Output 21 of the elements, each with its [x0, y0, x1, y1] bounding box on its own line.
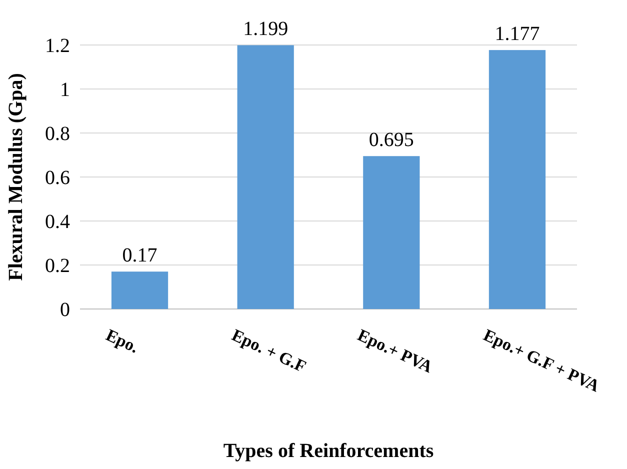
y-tick-label: 0.2	[45, 255, 70, 277]
x-axis-title: Types of Reinforcements	[223, 440, 434, 462]
bar	[237, 45, 294, 309]
y-axis-title: Flexural Modulus (Gpa)	[5, 73, 27, 281]
y-tick-label: 0.4	[45, 211, 70, 233]
x-tick-label: Epo.	[103, 325, 142, 357]
y-tick-label: 1.2	[45, 35, 70, 57]
y-tick-label: 0.8	[45, 123, 70, 145]
data-label: 0.17	[122, 244, 158, 267]
y-tick-label: 1	[60, 79, 70, 101]
y-tick-label: 0	[60, 299, 70, 321]
data-label: 0.695	[368, 129, 414, 152]
bar	[488, 50, 546, 309]
x-tick-label: Epo.+ PVA	[354, 325, 436, 377]
data-label: 1.199	[243, 18, 288, 40]
data-label: 1.177	[494, 23, 540, 46]
x-tick-label: Epo.+ G.F + PVA	[480, 325, 604, 396]
bar	[111, 272, 168, 309]
x-tick-label: Epo. + G.F	[228, 325, 310, 376]
y-tick-label: 0.6	[45, 167, 70, 189]
bar	[363, 156, 420, 309]
